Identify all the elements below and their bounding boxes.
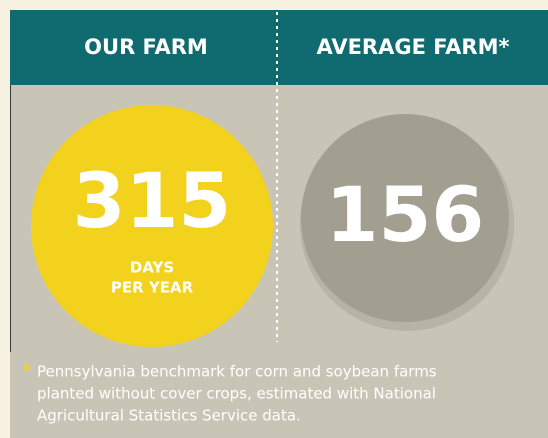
header-left: OUR FARM [84, 35, 208, 59]
average-farm-value: 156 [326, 170, 485, 259]
footnote-line: Agricultural Statistics Service data. [37, 407, 301, 425]
unit-line: DAYS [130, 259, 174, 277]
footnote-line: planted without cover crops, estimated w… [37, 385, 436, 403]
header-band [10, 10, 548, 85]
our-farm-circle [31, 105, 273, 347]
footnote-marker: * [22, 360, 31, 381]
footnote-line: Pennsylvania benchmark for corn and soyb… [37, 363, 437, 381]
header-right: AVERAGE FARM* [317, 35, 510, 59]
unit-line: PER YEAR [111, 279, 194, 297]
our-farm-value: 315 [73, 156, 232, 245]
average-farm-circle [301, 114, 509, 322]
